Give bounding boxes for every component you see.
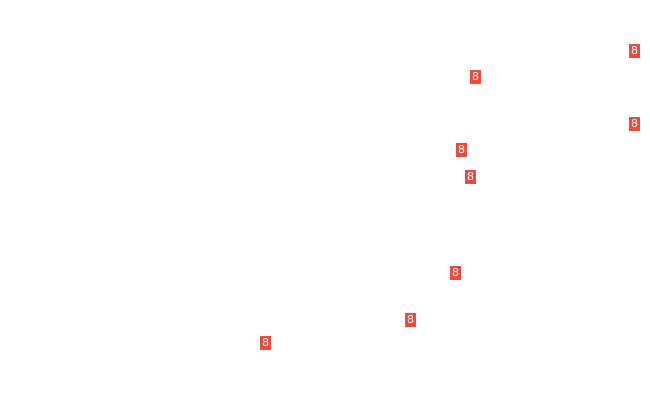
- count-badge[interactable]: 8: [470, 70, 481, 84]
- count-badge[interactable]: 8: [405, 313, 416, 327]
- count-badge[interactable]: 8: [465, 170, 476, 184]
- count-badge[interactable]: 8: [629, 117, 640, 131]
- count-badge[interactable]: 8: [450, 266, 461, 280]
- count-badge[interactable]: 8: [260, 336, 271, 350]
- count-badge[interactable]: 8: [629, 44, 640, 58]
- count-badge[interactable]: 8: [456, 143, 467, 157]
